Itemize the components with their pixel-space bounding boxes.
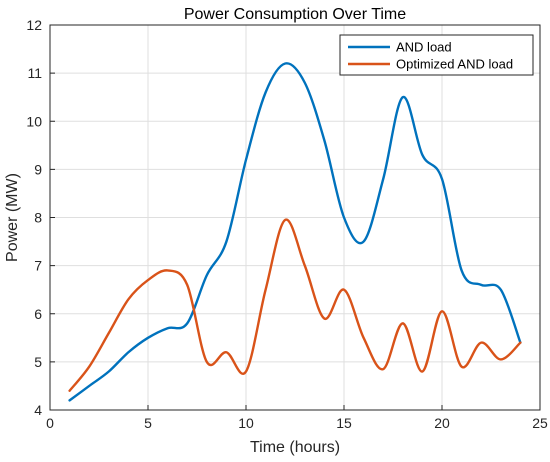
y-tick-label: 4	[34, 402, 42, 418]
x-axis-label: Time (hours)	[250, 439, 340, 456]
y-tick-label: 6	[34, 306, 42, 322]
legend: AND load Optimized AND load	[339, 34, 534, 76]
legend-label-and-load: AND load	[396, 40, 452, 55]
y-axis-ticks: 4 5 6 7 8 9 10 11 12	[26, 17, 55, 418]
series-line-and-load	[68, 62, 522, 402]
chart-title: Power Consumption Over Time	[184, 6, 406, 23]
y-tick-label: 11	[27, 65, 42, 81]
y-tick-label: 5	[34, 354, 42, 370]
x-tick-label: 25	[532, 415, 548, 431]
series-lines	[68, 62, 522, 402]
y-tick-label: 8	[34, 210, 42, 226]
legend-label-optimized-and-load: Optimized AND load	[396, 57, 513, 72]
x-tick-label: 10	[238, 415, 254, 431]
x-tick-label: 0	[46, 415, 54, 431]
series-line-optimized-and-load	[68, 218, 522, 392]
x-axis-ticks: 0 5 10 15 20 25	[46, 405, 548, 431]
y-tick-label: 9	[34, 161, 42, 177]
x-tick-label: 5	[144, 415, 152, 431]
y-axis-label: Power (MW)	[4, 173, 21, 262]
x-tick-label: 15	[336, 415, 352, 431]
x-tick-label: 20	[434, 415, 450, 431]
y-tick-label: 12	[26, 17, 42, 33]
y-tick-label: 10	[26, 113, 42, 129]
y-tick-label: 7	[34, 258, 42, 274]
legend-box	[339, 34, 534, 76]
